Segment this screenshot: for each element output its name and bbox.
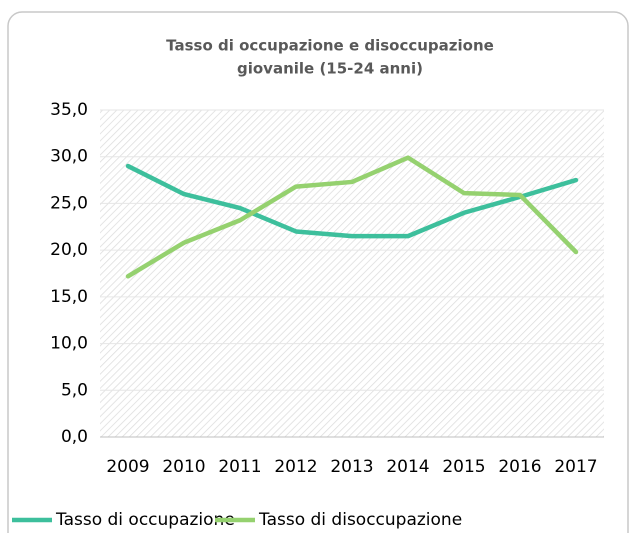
plot-background: [100, 110, 604, 437]
x-tick-label: 2015: [442, 457, 485, 477]
x-tick-label: 2009: [106, 457, 149, 477]
y-tick-label: 10,0: [50, 334, 88, 354]
x-tick-label: 2014: [386, 457, 429, 477]
y-tick-label: 15,0: [50, 287, 88, 307]
y-tick-label: 0,0: [61, 427, 88, 447]
x-tick-label: 2017: [554, 457, 597, 477]
y-tick-label: 5,0: [61, 380, 88, 400]
series-line: [125, 155, 579, 279]
y-tick-label: 30,0: [50, 147, 88, 167]
y-tick-label: 35,0: [50, 100, 88, 120]
legend-label: Tasso di occupazione: [55, 510, 235, 530]
x-tick-label: 2012: [274, 457, 317, 477]
x-tick-label: 2013: [330, 457, 373, 477]
series-line: [125, 163, 579, 239]
y-tick-label: 20,0: [50, 240, 88, 260]
x-tick-label: 2010: [162, 457, 205, 477]
legend-label: Tasso di disoccupazione: [258, 510, 462, 530]
x-tick-label: 2011: [218, 457, 261, 477]
chart-title: giovanile (15-24 anni): [237, 60, 423, 78]
x-tick-label: 2016: [498, 457, 541, 477]
chart-title: Tasso di occupazione e disoccupazione: [166, 37, 494, 55]
y-tick-label: 25,0: [50, 193, 88, 213]
